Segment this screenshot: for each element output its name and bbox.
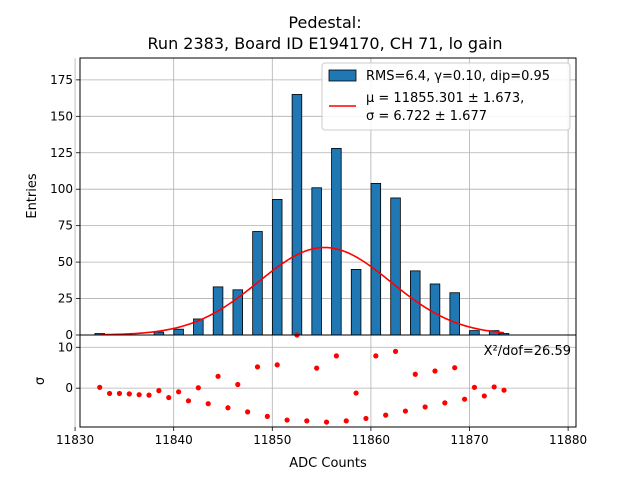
histogram-bar — [350, 268, 362, 336]
residual-point — [156, 388, 162, 394]
residual-point — [176, 389, 182, 395]
residual-frame — [79, 334, 577, 428]
residual-point — [373, 353, 379, 359]
residual-point — [245, 409, 251, 415]
residual-point — [274, 362, 280, 368]
residual-point — [442, 400, 448, 406]
residual-point — [432, 368, 438, 374]
histogram-bar — [469, 330, 480, 336]
x-tick-label: 11880 — [549, 433, 587, 447]
residual-point — [383, 412, 389, 418]
x-axis-label: ADC Counts — [289, 456, 367, 471]
legend: RMS=6.4, γ=0.10, dip=0.95 μ = 11855.301 … — [321, 62, 571, 131]
residual-point — [106, 390, 113, 397]
legend-fit-label-line1: μ = 11855.301 ± 1.673, — [366, 91, 524, 106]
y-tick-label: 0 — [65, 381, 73, 395]
histogram-bar — [390, 197, 401, 336]
residual-point — [284, 417, 290, 423]
residual-point — [501, 387, 507, 393]
residual-point — [491, 384, 497, 390]
residual-points — [97, 332, 507, 425]
residual-point — [195, 385, 201, 391]
residual-point — [166, 394, 172, 401]
histogram-bar — [449, 292, 460, 336]
y-tick-label: 50 — [58, 255, 73, 269]
residual-point — [392, 348, 399, 354]
y-tick-label: 10 — [58, 340, 73, 354]
y-tick-label: 25 — [58, 292, 73, 306]
residual-point — [333, 353, 339, 359]
residual-point — [97, 384, 103, 390]
histogram-bar — [331, 147, 342, 336]
y-tick-label: 0 — [65, 328, 73, 342]
histogram-bar — [429, 283, 441, 336]
residual-point — [353, 390, 359, 396]
x-tick-label: 11860 — [352, 433, 390, 447]
residual-point — [481, 393, 487, 399]
residual-point — [343, 418, 349, 424]
histogram-bar — [291, 94, 303, 336]
histogram-bar — [311, 187, 322, 336]
residual-point — [363, 415, 369, 422]
residual-point — [126, 391, 132, 397]
residual-point — [254, 364, 261, 370]
gaussian-fit-curve — [99, 246, 505, 336]
legend-histogram-label: RMS=6.4, γ=0.10, dip=0.95 — [366, 69, 550, 84]
residual-point — [235, 381, 241, 388]
residual-point — [471, 384, 478, 390]
x-axis-ticks: 11830 11840 11850 11860 11870 11880 — [56, 427, 587, 447]
residual-point — [422, 404, 428, 410]
residual-point — [116, 390, 123, 397]
residual-point — [461, 396, 468, 402]
histogram-y-label: Entries — [25, 173, 40, 219]
histogram-bar — [370, 182, 382, 336]
x-tick-label: 11850 — [253, 433, 291, 447]
y-tick-label: 175 — [50, 73, 73, 87]
residual-point — [185, 398, 192, 404]
residual-point — [264, 413, 270, 419]
residual-point — [304, 418, 310, 424]
residual-point — [215, 373, 221, 379]
x-tick-label: 11840 — [155, 433, 193, 447]
residual-y-label: σ — [33, 377, 48, 385]
y-tick-label: 150 — [50, 109, 73, 123]
residual-point — [146, 392, 152, 398]
residual-point — [412, 371, 418, 377]
histogram-y-ticks: 0 25 50 75 100 125 150 175 — [50, 73, 80, 342]
residual-point — [452, 365, 458, 371]
legend-box — [321, 62, 571, 131]
residual-point — [323, 419, 330, 425]
histogram-bar — [173, 328, 184, 336]
x-tick-label: 11830 — [56, 433, 94, 447]
x-tick-label: 11870 — [450, 433, 488, 447]
residual-point — [402, 408, 409, 414]
residual-point — [205, 401, 211, 407]
residual-point — [314, 365, 320, 371]
chart-title-line1: Pedestal: — [288, 13, 361, 32]
legend-bar-swatch — [328, 69, 357, 82]
histogram-bar — [232, 289, 244, 336]
legend-fit-label-line2: σ = 6.722 ± 1.677 — [366, 109, 487, 124]
residual-point — [225, 405, 231, 411]
chi2-annotation: X²/dof=26.59 — [484, 344, 571, 359]
y-tick-label: 100 — [50, 182, 73, 196]
residual-y-ticks: 0 10 — [58, 340, 80, 395]
y-tick-label: 125 — [50, 146, 73, 160]
y-tick-label: 75 — [58, 219, 73, 233]
residual-point — [136, 392, 142, 398]
chart-title-line2: Run 2383, Board ID E194170, CH 71, lo ga… — [148, 34, 503, 53]
